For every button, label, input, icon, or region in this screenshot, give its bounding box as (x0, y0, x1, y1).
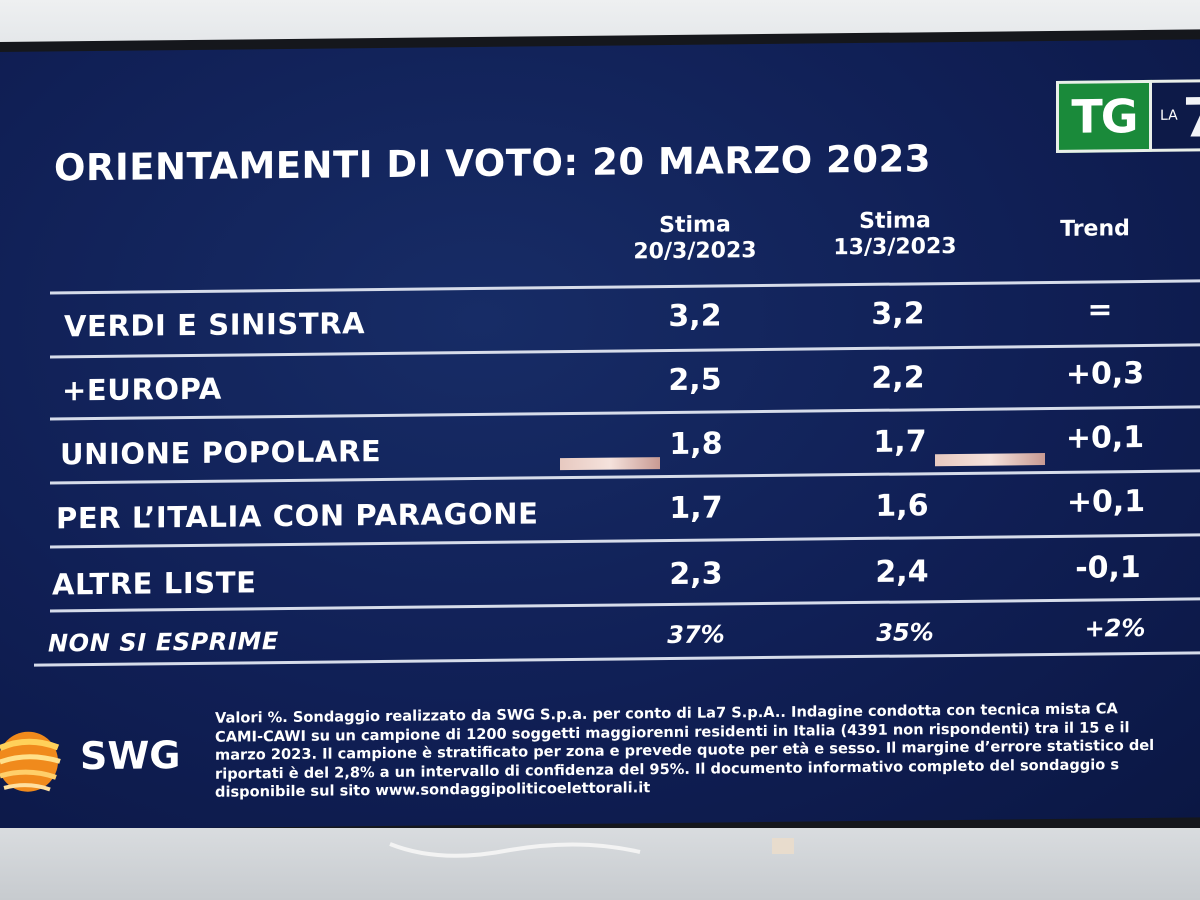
tv-screen: TG LA 7 ORIENTAMENTI DI VOTO: 20 MARZO 2… (0, 39, 1200, 831)
poll-table: VERDI E SINISTRA 3,2 3,2 = +EUROPA 2,5 2… (0, 39, 1200, 752)
row-current-value: 1,7 (669, 490, 723, 526)
row-trend-value: +0,3 (1065, 356, 1145, 392)
cable-icon (389, 838, 794, 858)
row-trend-value: -0,1 (1075, 550, 1141, 586)
row-current-value: 37% (667, 620, 725, 650)
row-trend-value: +0,1 (1065, 420, 1145, 456)
row-current-value: 3,2 (668, 298, 722, 335)
row-previous-value: 1,6 (875, 488, 929, 524)
row-previous-value: 3,2 (871, 296, 925, 332)
swg-globe-icon (0, 731, 61, 792)
row-separator (50, 279, 1200, 295)
row-trend-value: +0,1 (1066, 484, 1146, 520)
row-trend-value: +2% (1084, 614, 1146, 643)
row-current-value: 2,5 (668, 362, 722, 399)
tv-bottom-edge (0, 828, 1200, 900)
row-previous-value: 2,4 (875, 554, 929, 590)
row-label: VERDI E SINISTRA (64, 306, 366, 344)
row-label: ALTRE LISTE (52, 565, 257, 602)
row-separator (50, 405, 1200, 421)
methodology-note: Valori %. Sondaggio realizzato da SWG S.… (215, 699, 1200, 802)
swg-logo-text: SWG (80, 733, 181, 779)
row-label: NON SI ESPRIME (48, 627, 279, 658)
row-separator (50, 597, 1200, 613)
row-separator (50, 469, 1200, 485)
row-label: +EUROPA (62, 371, 222, 408)
row-label: PER L’ITALIA CON PARAGONE (56, 496, 539, 536)
row-trend-value: = (1087, 292, 1113, 328)
row-separator (50, 343, 1200, 359)
screen-glare (935, 453, 1045, 467)
screen-glare (560, 457, 660, 471)
row-separator (50, 533, 1200, 549)
row-label: UNIONE POPOLARE (60, 434, 382, 472)
row-previous-value: 35% (876, 618, 934, 647)
row-previous-value: 2,2 (871, 360, 925, 396)
row-current-value: 2,3 (669, 556, 723, 592)
